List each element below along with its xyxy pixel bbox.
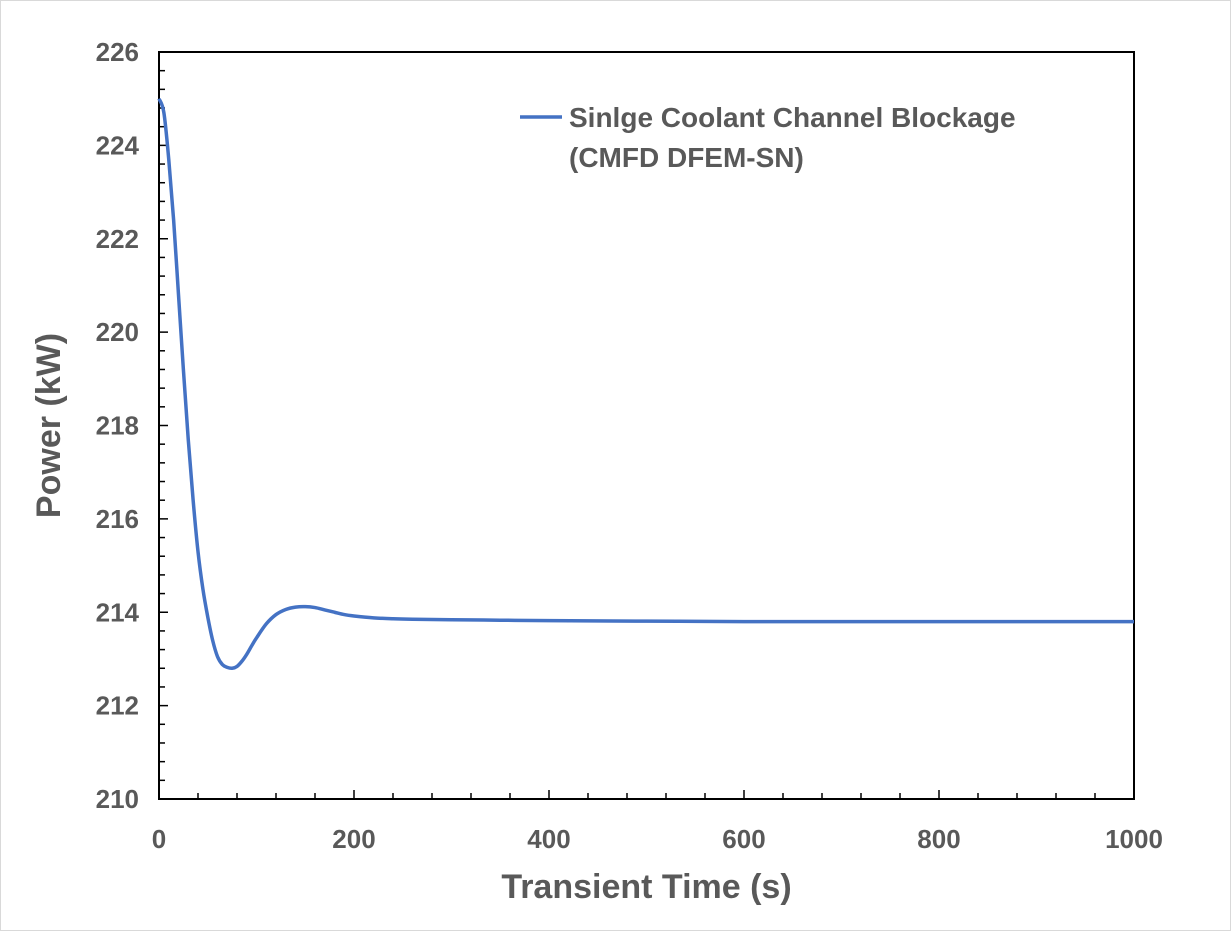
series-layer xyxy=(157,97,1134,671)
legend-label-line-2: (CMFD DFEM-SN) xyxy=(569,142,804,173)
x-tick-label: 1000 xyxy=(1105,824,1163,854)
y-tick-label: 212 xyxy=(96,691,139,721)
x-axis-ticks: 0 200 400 600 800 1000 xyxy=(152,790,1163,854)
x-tick-label: 0 xyxy=(152,824,166,854)
y-tick-label: 224 xyxy=(96,130,140,160)
y-tick-label: 218 xyxy=(96,411,139,441)
y-tick-label: 222 xyxy=(96,224,139,254)
legend-label-line-1: Sinlge Coolant Channel Blockage xyxy=(569,102,1016,133)
x-tick-label: 400 xyxy=(527,824,570,854)
y-tick-label: 220 xyxy=(96,317,139,347)
y-tick-label: 210 xyxy=(96,784,139,814)
x-tick-label: 800 xyxy=(917,824,960,854)
x-axis-title: Transient Time (s) xyxy=(501,868,791,906)
y-axis-title: Power (kW) xyxy=(30,333,68,518)
y-tick-label: 216 xyxy=(96,504,139,534)
y-tick-label: 214 xyxy=(96,597,140,627)
legend: Sinlge Coolant Channel Blockage (CMFD DF… xyxy=(520,102,1016,173)
y-axis-ticks: 210 212 214 216 218 220 222 224 226 xyxy=(96,37,168,814)
series-line-0 xyxy=(157,97,1134,671)
x-tick-label: 600 xyxy=(722,824,765,854)
y-tick-label: 226 xyxy=(96,37,139,67)
x-tick-label: 200 xyxy=(332,824,375,854)
